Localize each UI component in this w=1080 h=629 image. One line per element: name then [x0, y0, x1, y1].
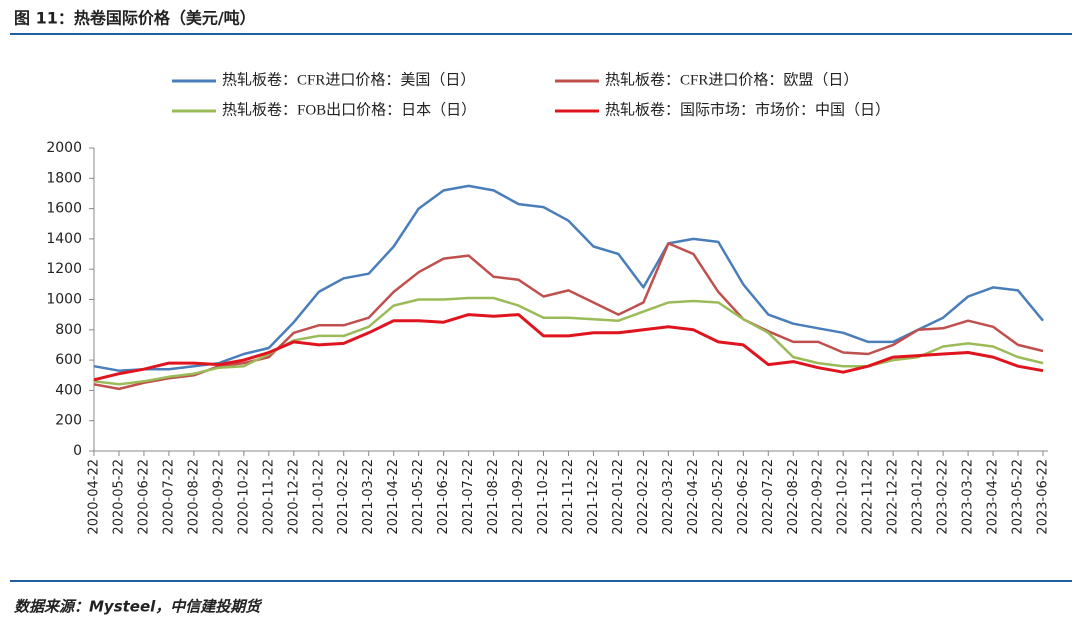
x-tick-label: 2022-10-22: [836, 459, 851, 535]
y-tick-label: 400: [55, 382, 82, 398]
x-tick-label: 2021-03-22: [361, 459, 376, 535]
y-tick-label: 600: [55, 352, 82, 368]
x-tick-label: 2023-05-22: [1011, 459, 1026, 535]
series-line: [93, 296, 1044, 386]
x-tick-label: 2022-03-22: [661, 459, 676, 535]
x-tick-label: 2023-01-22: [911, 459, 926, 535]
x-tick-label: 2020-12-22: [286, 459, 301, 535]
x-tick-label: 2020-09-22: [211, 459, 226, 535]
y-tick-label: 0: [73, 443, 82, 459]
series-line: [93, 313, 1044, 382]
series-line: [93, 184, 1044, 372]
y-tick-label: 200: [55, 413, 82, 429]
x-tick-label: 2021-09-22: [511, 459, 526, 535]
x-tick-label: 2020-05-22: [111, 459, 126, 535]
y-tick-label: 1400: [46, 231, 82, 247]
x-tick-label: 2021-04-22: [386, 459, 401, 535]
x-tick-label: 2023-03-22: [961, 459, 976, 535]
x-tick-label: 2022-08-22: [786, 459, 801, 535]
x-tick-label: 2022-01-22: [611, 459, 626, 535]
x-tick-label: 2021-02-22: [336, 459, 351, 535]
x-tick-label: 2021-10-22: [536, 459, 551, 535]
x-tick-label: 2020-04-22: [87, 459, 102, 535]
legend-label: 热轧板卷：国际市场：市场价：中国（日）: [605, 100, 890, 118]
x-tick-label: 2022-06-22: [736, 459, 751, 535]
x-tick-label: 2021-07-22: [461, 459, 476, 535]
x-tick-label: 2022-07-22: [761, 459, 776, 535]
x-tick-label: 2021-08-22: [486, 459, 501, 535]
legend-label: 热轧板卷：CFR进口价格：美国（日）: [222, 70, 475, 88]
x-tick-label: 2021-05-22: [411, 459, 426, 535]
x-tick-label: 2022-05-22: [711, 459, 726, 535]
x-tick-label: 2020-11-22: [261, 459, 276, 535]
y-tick-label: 2000: [46, 140, 82, 156]
y-tick-label: 1800: [46, 170, 82, 186]
source-note: 数据来源：Mysteel，中信建投期货: [14, 598, 263, 616]
x-tick-label: 2021-06-22: [436, 459, 451, 535]
x-tick-label: 2020-10-22: [236, 459, 251, 535]
x-tick-label: 2020-08-22: [186, 459, 201, 535]
y-tick-label: 1600: [46, 201, 82, 217]
y-tick-label: 800: [55, 322, 82, 338]
chart-title: 图 11：热卷国际价格（美元/吨）: [14, 9, 256, 28]
legend-label: 热轧板卷：CFR进口价格：欧盟（日）: [605, 70, 858, 88]
x-tick-label: 2021-01-22: [311, 459, 326, 535]
x-tick-label: 2023-06-22: [1036, 459, 1051, 535]
x-tick-label: 2022-04-22: [686, 459, 701, 535]
x-tick-label: 2023-02-22: [936, 459, 951, 535]
x-tick-label: 2021-12-22: [586, 459, 601, 535]
y-tick-label: 1200: [46, 261, 82, 277]
legend-label: 热轧板卷：FOB出口价格：日本（日）: [222, 100, 476, 118]
x-tick-label: 2022-02-22: [636, 459, 651, 535]
y-tick-label: 1000: [46, 292, 82, 308]
x-tick-label: 2020-07-22: [161, 459, 176, 535]
x-tick-label: 2022-11-22: [861, 459, 876, 535]
x-tick-label: 2020-06-22: [136, 459, 151, 535]
x-tick-label: 2021-11-22: [561, 459, 576, 535]
x-tick-label: 2022-12-22: [886, 459, 901, 535]
x-tick-label: 2023-04-22: [986, 459, 1001, 535]
x-tick-label: 2022-09-22: [811, 459, 826, 535]
